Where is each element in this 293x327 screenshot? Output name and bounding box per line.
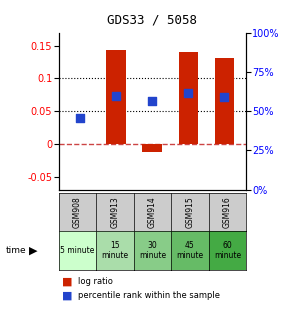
Text: 15
minute: 15 minute bbox=[101, 241, 128, 260]
Text: log ratio: log ratio bbox=[78, 277, 113, 286]
Text: 60
minute: 60 minute bbox=[214, 241, 241, 260]
Text: time: time bbox=[6, 246, 26, 255]
Text: 30
minute: 30 minute bbox=[139, 241, 166, 260]
Text: ■: ■ bbox=[62, 291, 72, 301]
Bar bbox=[214, 58, 234, 144]
Bar bbox=[106, 50, 126, 144]
Text: 45
minute: 45 minute bbox=[176, 241, 203, 260]
Text: 5 minute: 5 minute bbox=[60, 246, 95, 255]
Point bbox=[186, 90, 191, 95]
Text: GSM916: GSM916 bbox=[223, 196, 232, 228]
Point bbox=[222, 94, 227, 99]
Text: GSM908: GSM908 bbox=[73, 196, 82, 228]
Point bbox=[78, 115, 83, 120]
Text: ▶: ▶ bbox=[29, 246, 38, 256]
Text: GDS33 / 5058: GDS33 / 5058 bbox=[107, 13, 197, 26]
Text: GSM915: GSM915 bbox=[185, 196, 194, 228]
Bar bbox=[142, 144, 162, 152]
Text: GSM914: GSM914 bbox=[148, 196, 157, 228]
Point bbox=[114, 94, 119, 99]
Text: percentile rank within the sample: percentile rank within the sample bbox=[78, 291, 220, 301]
Text: GSM913: GSM913 bbox=[110, 196, 119, 228]
Text: ■: ■ bbox=[62, 276, 72, 286]
Point bbox=[150, 99, 155, 104]
Bar bbox=[178, 52, 198, 144]
